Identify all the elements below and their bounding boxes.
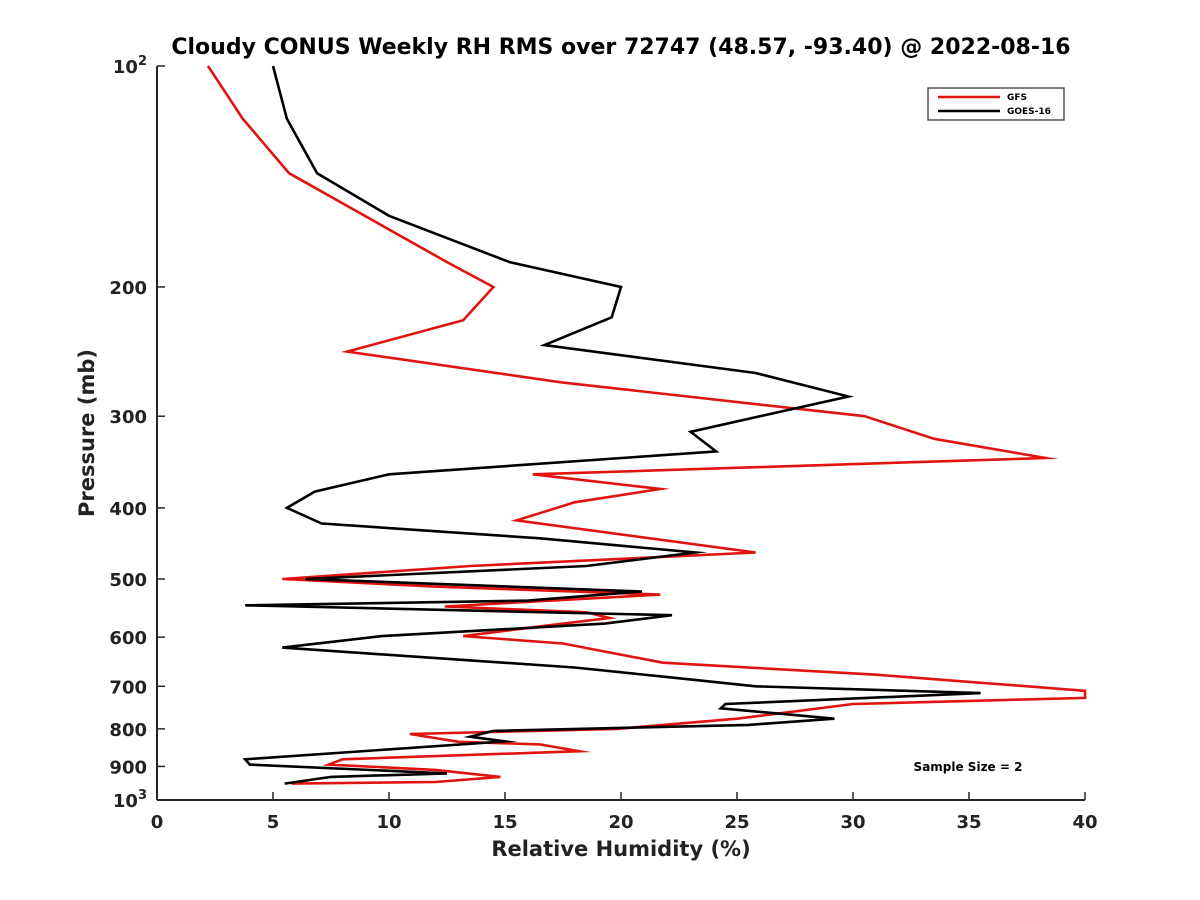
x-tick-label: 5 [267,812,280,833]
legend-box [927,87,1065,121]
y-tick-label-base: 10 [113,57,138,78]
x-tick-label: 0 [151,812,164,833]
y-tick-label-base: 900 [109,757,147,778]
sample-size-annotation: Sample Size = 2 [914,760,1023,774]
x-tick-label: 25 [724,812,749,833]
y-tick-label-base: 800 [109,720,147,741]
x-tick-label: 20 [608,812,633,833]
y-tick-label-base: 500 [109,570,147,591]
x-tick-label: 30 [840,812,865,833]
y-tick-label-exponent: 2 [138,54,147,69]
y-tick-label: 400 [109,499,147,520]
chart-title: Cloudy CONUS Weekly RH RMS over 72747 (4… [171,35,1070,60]
y-tick-label: 700 [109,677,147,698]
x-tick-label: 35 [956,812,981,833]
legend-label-goes16: GOES-16 [1007,107,1051,117]
y-tick-label: 300 [109,407,147,428]
y-tick-label-base: 700 [109,677,147,698]
legend[interactable]: GFS GOES-16 [927,87,1065,121]
y-tick-label-base: 200 [109,278,147,299]
legend-label-gfs: GFS [1007,93,1027,103]
x-tick-layer: 0 5 10 15 20 25 30 35 40 [151,792,1098,833]
x-tick-label: 40 [1072,812,1097,833]
y-tick-label-base: 10 [113,791,138,812]
x-tick-label: 15 [492,812,517,833]
y-tick-label: 500 [109,570,147,591]
x-axis-label: Relative Humidity (%) [491,837,750,861]
y-tick-label-base: 600 [109,628,147,649]
series-layer [206,65,1087,785]
y-tick-label-base: 300 [109,407,147,428]
y-tick-label: 200 [109,278,147,299]
y-tick-label: 900 [109,757,147,778]
y-tick-label: 102 [113,54,147,78]
x-tick-label: 10 [376,812,401,833]
y-tick-label-base: 400 [109,499,147,520]
y-axis-label: Pressure (mb) [75,349,99,517]
y-tick-label: 600 [109,628,147,649]
y-tick-label: 800 [109,720,147,741]
y-tick-label: 103 [113,788,147,812]
series-line-goes16 [242,65,981,785]
y-tick-label-exponent: 3 [138,788,147,803]
